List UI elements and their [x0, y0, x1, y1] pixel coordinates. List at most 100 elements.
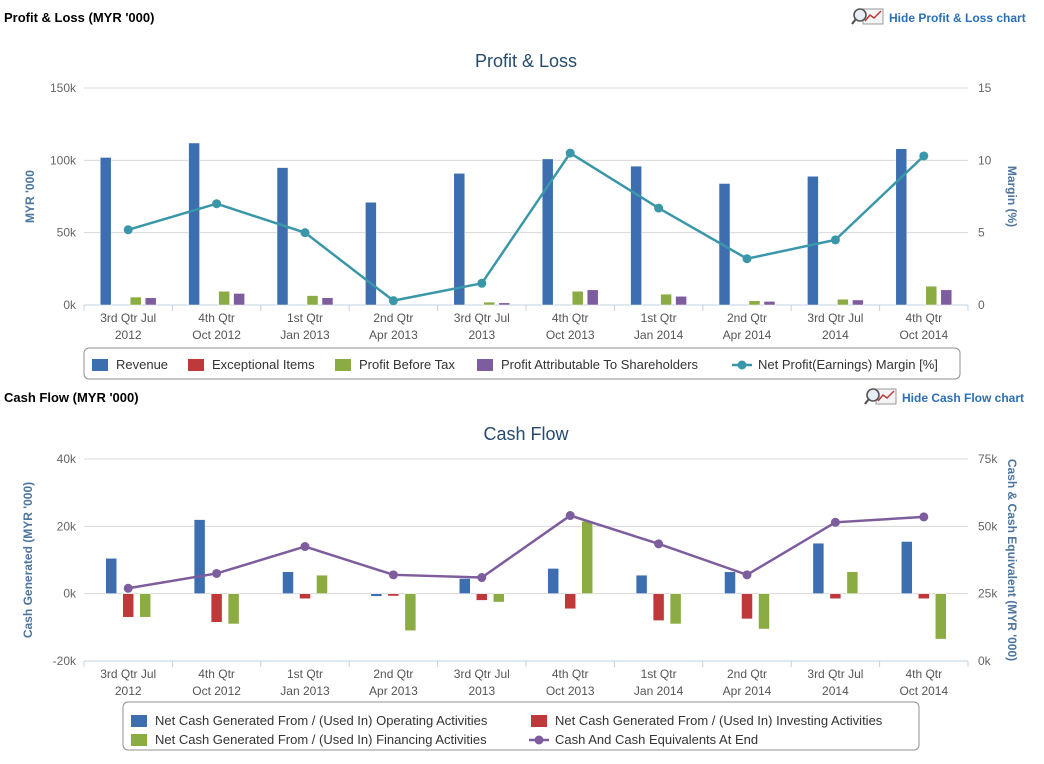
x-tick-label: Jan 2014 — [634, 684, 684, 698]
line-point — [123, 583, 133, 593]
bar-net-cash-generated-from-used-in-operating-activities — [370, 593, 383, 597]
legend-item[interactable]: Exceptional Items — [188, 357, 315, 372]
legend-item[interactable]: Profit Attributable To Shareholders — [477, 357, 699, 372]
bar-profit-before-tax — [925, 285, 938, 306]
bar-revenue — [541, 158, 554, 306]
x-tick-label: Apr 2014 — [723, 328, 772, 342]
bar-revenue — [718, 183, 731, 306]
y-tick-label: 0k — [63, 587, 77, 601]
y2-tick-label: 50k — [978, 519, 998, 533]
bar-profit-before-tax — [660, 293, 672, 306]
y-tick-label: 20k — [57, 519, 77, 533]
x-tick-label: 3rd Qtr Jul — [100, 667, 156, 681]
x-tick-label: Apr 2013 — [369, 328, 418, 342]
legend-marker — [737, 360, 747, 370]
legend-swatch — [92, 359, 108, 371]
bar-profit-attributable-to-shareholders — [763, 301, 776, 306]
legend-box — [83, 347, 961, 380]
bar-net-cash-generated-from-used-in-financing-activities — [404, 593, 417, 631]
bar-revenue — [99, 157, 112, 306]
chart-title: Cash Flow — [483, 424, 569, 444]
bar-profit-attributable-to-shareholders — [940, 289, 953, 306]
bar-net-cash-generated-from-used-in-operating-activities — [901, 541, 913, 594]
hide-cf-chart-link[interactable]: Hide Cash Flow chart — [902, 391, 1025, 405]
chart-zoom-icon[interactable] — [851, 6, 885, 26]
x-tick-label: 2nd Qtr — [373, 667, 413, 681]
line-point — [212, 199, 222, 209]
x-tick-label: 4th Qtr — [198, 311, 235, 325]
bar-profit-before-tax — [218, 291, 230, 306]
line-point — [830, 517, 840, 527]
x-tick-label: 2013 — [468, 684, 495, 698]
chart-zoom-icon[interactable] — [864, 386, 898, 406]
bar-net-cash-generated-from-used-in-investing-activities — [564, 593, 576, 610]
bar-net-cash-generated-from-used-in-investing-activities — [210, 593, 223, 623]
x-tick-label: Oct 2013 — [546, 328, 595, 342]
legend-swatch — [531, 715, 547, 727]
bar-revenue — [630, 165, 642, 306]
x-tick-label: 2012 — [115, 328, 142, 342]
legend-label: Exceptional Items — [212, 357, 315, 372]
bar-net-cash-generated-from-used-in-operating-activities — [812, 542, 825, 594]
cf-section-title: Cash Flow (MYR '000) — [4, 390, 139, 405]
legend-item[interactable]: Net Cash Generated From / (Used In) Fina… — [131, 732, 487, 747]
profit-loss-chart: Profit & Loss 0k 0 50k 5 100k 10 150k 15 3rd Qtr … — [23, 51, 1019, 380]
bar-profit-attributable-to-shareholders — [144, 297, 157, 306]
x-tick-label: 2014 — [822, 684, 849, 698]
line-series — [127, 151, 925, 302]
legend-label: Profit Attributable To Shareholders — [501, 357, 699, 372]
y2-tick-label: 75k — [978, 452, 998, 466]
bar-profit-attributable-to-shareholders — [233, 293, 245, 306]
hide-pl-chart-link[interactable]: Hide Profit & Loss chart — [889, 11, 1026, 25]
bar-profit-before-tax — [129, 296, 142, 306]
line-point — [300, 542, 310, 552]
line-point — [742, 570, 752, 580]
bar-net-cash-generated-from-used-in-financing-activities — [935, 593, 947, 640]
bar-net-cash-generated-from-used-in-operating-activities — [547, 568, 559, 594]
bar-net-cash-generated-from-used-in-operating-activities — [459, 578, 471, 594]
x-tick-label: 4th Qtr — [552, 667, 589, 681]
legend-item[interactable]: Net Cash Generated From / (Used In) Oper… — [131, 713, 488, 728]
x-tick-label: 3rd Qtr Jul — [100, 311, 156, 325]
legend-box — [122, 701, 920, 751]
legend-marker — [534, 735, 544, 745]
y-tick-label: 150k — [50, 81, 77, 95]
x-tick-label: 2nd Qtr — [373, 311, 413, 325]
legend-label: Net Cash Generated From / (Used In) Oper… — [155, 713, 488, 728]
legend-item[interactable]: Cash And Cash Equivalents At End — [529, 732, 758, 747]
bar-net-cash-generated-from-used-in-financing-activities — [581, 521, 593, 594]
bar-net-cash-generated-from-used-in-investing-activities — [652, 593, 665, 621]
bar-profit-before-tax — [748, 300, 761, 306]
bar-net-cash-generated-from-used-in-financing-activities — [758, 593, 770, 630]
bar-revenue — [276, 167, 289, 306]
y-tick-label: 40k — [57, 452, 77, 466]
line-point — [654, 539, 664, 549]
x-tick-label: 4th Qtr — [905, 311, 942, 325]
bar-net-cash-generated-from-used-in-investing-activities — [299, 593, 311, 599]
bar-net-cash-generated-from-used-in-financing-activities — [846, 571, 859, 594]
pl-section-header: Profit & Loss (MYR '000) Hide Profit & L… — [0, 6, 1044, 28]
legend-item[interactable]: Net Profit(Earnings) Margin [%] — [732, 357, 938, 372]
line-point — [742, 254, 752, 264]
y-axis-title: Cash Generated (MYR '000) — [21, 482, 35, 638]
legend-item[interactable]: Profit Before Tax — [335, 357, 455, 372]
x-tick-label: 1st Qtr — [287, 667, 323, 681]
x-tick-label: 4th Qtr — [552, 311, 589, 325]
y2-axis-title: Margin (%) — [1005, 166, 1019, 227]
bar-net-cash-generated-from-used-in-operating-activities — [193, 519, 206, 594]
legend-item[interactable]: Revenue — [92, 357, 168, 372]
line-point — [123, 225, 133, 235]
legend-label: Net Cash Generated From / (Used In) Fina… — [155, 732, 487, 747]
bar-net-cash-generated-from-used-in-operating-activities — [724, 571, 736, 594]
bar-net-cash-generated-from-used-in-investing-activities — [918, 593, 930, 599]
bar-net-cash-generated-from-used-in-financing-activities — [316, 574, 328, 594]
bar-net-cash-generated-from-used-in-financing-activities — [139, 593, 151, 618]
legend-label: Profit Before Tax — [359, 357, 455, 372]
line-point — [919, 512, 929, 522]
pl-section-title: Profit & Loss (MYR '000) — [4, 10, 155, 25]
legend-item[interactable]: Net Cash Generated From / (Used In) Inve… — [531, 713, 883, 728]
legend-label: Net Profit(Earnings) Margin [%] — [758, 357, 938, 372]
bar-net-cash-generated-from-used-in-investing-activities — [476, 593, 488, 601]
x-tick-label: Oct 2014 — [899, 684, 948, 698]
bar-profit-attributable-to-shareholders — [586, 289, 599, 306]
